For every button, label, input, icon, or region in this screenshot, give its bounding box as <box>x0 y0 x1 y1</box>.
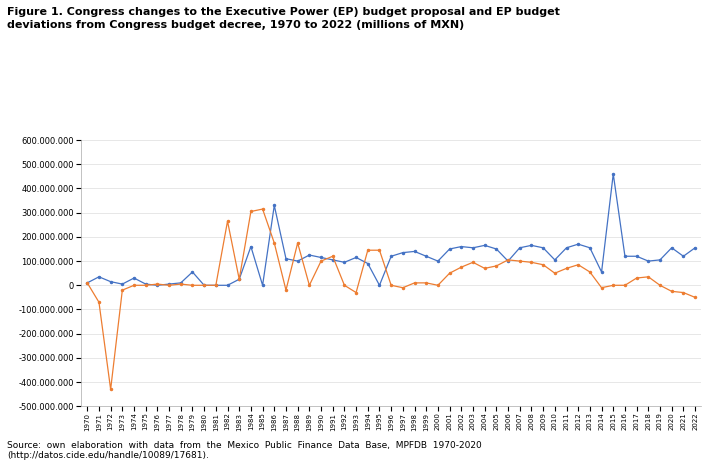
Text: Figure 1. Congress changes to the Executive Power (EP) budget proposal and EP bu: Figure 1. Congress changes to the Execut… <box>7 7 560 30</box>
Line: Deputies Budget Allocation (Decree, millions of MXN): Deputies Budget Allocation (Decree, mill… <box>86 208 696 390</box>
Deputies Budget Allocation (Decree, millions of MXN) <box>504 257 513 262</box>
Deputies Budget Allocation (Decree, millions of MXN) <box>457 264 466 270</box>
Deputies Budget Allocation (Decree, millions of MXN) <box>691 295 700 300</box>
Deputies Budget Allocation (Decree, millions of MXN) <box>106 387 115 392</box>
Deputies Budget Allocation (Decree, millions of MXN) <box>258 206 267 212</box>
Executive Power deviations during Fiscal Years (millions of MXN) <box>445 246 454 252</box>
Deputies Budget Allocation (Decree, millions of MXN) <box>574 262 583 268</box>
Executive Power deviations during Fiscal Years (millions of MXN) <box>481 242 489 248</box>
Line: Executive Power deviations during Fiscal Years (millions of MXN): Executive Power deviations during Fiscal… <box>86 173 696 286</box>
Executive Power deviations during Fiscal Years (millions of MXN) <box>153 283 161 288</box>
Executive Power deviations during Fiscal Years (millions of MXN) <box>258 283 267 288</box>
Executive Power deviations during Fiscal Years (millions of MXN) <box>457 244 466 249</box>
Executive Power deviations during Fiscal Years (millions of MXN) <box>609 171 617 177</box>
Executive Power deviations during Fiscal Years (millions of MXN) <box>492 246 501 252</box>
Text: Source:  own  elaboration  with  data  from  the  Mexico  Public  Finance  Data : Source: own elaboration with data from t… <box>7 440 482 460</box>
Executive Power deviations during Fiscal Years (millions of MXN) <box>691 245 700 251</box>
Deputies Budget Allocation (Decree, millions of MXN) <box>270 240 278 246</box>
Deputies Budget Allocation (Decree, millions of MXN) <box>469 260 477 265</box>
Executive Power deviations during Fiscal Years (millions of MXN) <box>83 280 91 286</box>
Deputies Budget Allocation (Decree, millions of MXN) <box>83 280 91 286</box>
Executive Power deviations during Fiscal Years (millions of MXN) <box>562 245 571 251</box>
Deputies Budget Allocation (Decree, millions of MXN) <box>492 263 501 269</box>
